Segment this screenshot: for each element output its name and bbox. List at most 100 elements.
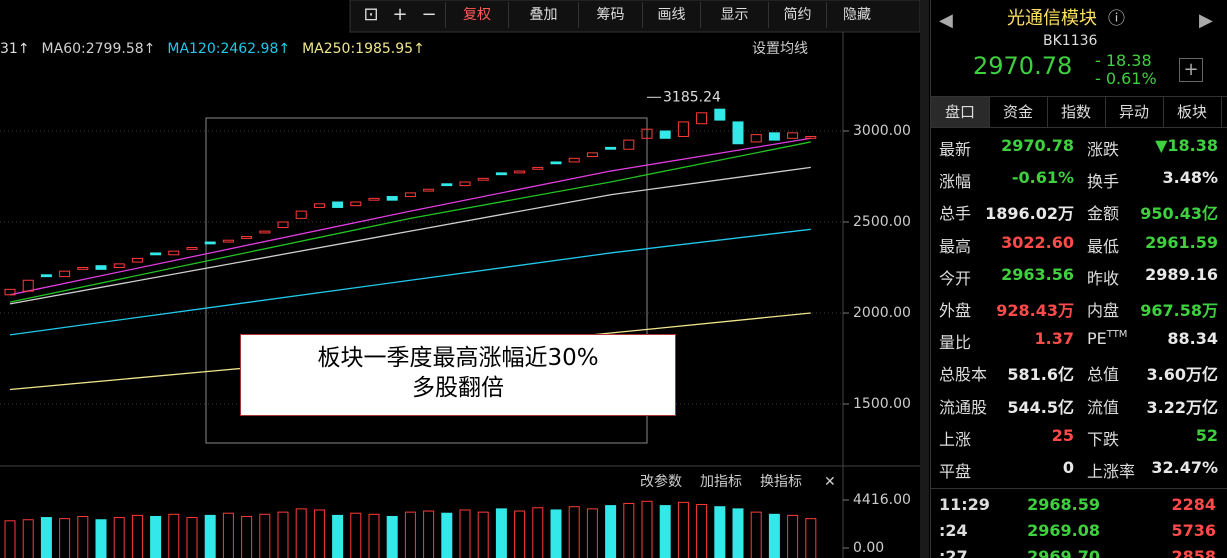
candle	[550, 161, 562, 165]
row-label: 平盘	[939, 462, 972, 481]
ma-line	[9, 166, 811, 305]
indicator-button: 改参数	[640, 473, 682, 490]
tab[interactable]: 指数	[1047, 97, 1106, 127]
annotation-box: 板块一季度最高涨幅近30% 多股翻倍	[240, 334, 676, 416]
volume-bar	[495, 508, 507, 558]
ma-line	[9, 228, 811, 336]
tool-icon[interactable]: ⊡	[363, 4, 379, 25]
toolbar-button[interactable]: 筹码	[578, 2, 642, 28]
row-label: 总手	[939, 204, 972, 224]
peak-label: 3185.24	[663, 89, 721, 105]
legend-entry: MA60:2799.58↑	[42, 41, 156, 57]
volume-bar	[350, 512, 362, 558]
row-value: 2989.16	[1145, 264, 1218, 284]
row-label: 内盘	[1087, 301, 1120, 320]
row-label: 上涨	[939, 429, 972, 449]
candle	[641, 128, 653, 139]
candle	[59, 270, 71, 278]
toolbar-button[interactable]: 复权	[445, 2, 508, 28]
candle	[241, 236, 253, 239]
quote-table: 最新 2970.78 涨跌 ▼18.38 涨幅 -0.61% 换手 3.48% 总手 1896.0…	[931, 130, 1227, 485]
candle	[696, 112, 708, 125]
row-label: 换手	[1087, 172, 1120, 192]
row-value: 3.48%	[1162, 168, 1218, 188]
row-label: 涨跌	[1087, 140, 1120, 159]
indicator-button: 加指标	[700, 474, 742, 490]
tool-icon[interactable]: −	[421, 4, 437, 25]
tick-volume: 2284	[1171, 495, 1216, 514]
row-value: 0	[1062, 458, 1074, 477]
volume-bar	[168, 513, 180, 558]
price: 2970.78	[973, 52, 1073, 80]
toolbar-button[interactable]: 画线	[642, 2, 700, 28]
row-value: 928.43万	[996, 301, 1074, 320]
volume-bar	[368, 513, 380, 558]
add-button[interactable]: +	[1179, 58, 1203, 82]
row-value: 1896.02万	[985, 204, 1074, 224]
candle	[222, 239, 234, 243]
row-label: 金额	[1087, 204, 1120, 224]
tab[interactable]: 盘口	[931, 97, 990, 127]
volume-bar	[477, 511, 489, 558]
volume-bar	[514, 510, 526, 558]
row-value: 3.60万亿	[1146, 365, 1218, 385]
prev-arrow[interactable]: ◀	[939, 10, 953, 31]
volume-bar	[313, 509, 325, 558]
candle	[514, 170, 526, 174]
candle	[787, 132, 799, 139]
row-label: 最低	[1087, 236, 1120, 256]
candle	[77, 267, 89, 270]
volume-bar	[277, 511, 289, 558]
candle	[768, 132, 780, 141]
row-label: 今开	[939, 268, 972, 288]
toolbar-button[interactable]: 隐藏	[826, 2, 887, 28]
row-label: 外盘	[939, 301, 972, 320]
volume-bar	[259, 513, 271, 558]
tab[interactable]: 板块	[1163, 97, 1222, 127]
candle	[659, 130, 671, 139]
candle	[113, 263, 125, 269]
tool-icon[interactable]: +	[392, 4, 408, 25]
candle	[4, 288, 16, 296]
volume-bar	[696, 504, 708, 558]
volume-bar	[204, 514, 216, 558]
candle	[805, 135, 817, 139]
info-icon[interactable]: ⓘ	[1108, 9, 1125, 29]
tab[interactable]: 异动	[1105, 97, 1164, 127]
toolbar-button[interactable]: 显示	[700, 2, 768, 28]
y-tick-label: 4416.00	[853, 492, 911, 508]
row-value: 88.34	[1167, 329, 1218, 349]
chart: 3000.00 2500.00 2000.00 1500.00 31↑ MA60:2799…	[0, 0, 921, 558]
volume-bar	[787, 514, 799, 558]
volume-bar	[659, 505, 671, 558]
tick-volume: 5736	[1171, 521, 1216, 540]
row-value: 967.58万	[1140, 301, 1218, 320]
volume-bar	[423, 510, 435, 558]
panel-title: 光通信模块	[1007, 8, 1097, 29]
row-label: 流通股	[939, 397, 988, 417]
scrollbar[interactable]	[920, 0, 929, 558]
annotation-line: 板块一季度最高涨幅近30%	[317, 345, 599, 371]
candle	[677, 121, 689, 137]
quote-panel: ◀ 光通信模块 ⓘ ▶ BK1136 2970.78 - 18.38 - 0.6…	[930, 0, 1227, 558]
y-tick-label: 3000.00	[853, 123, 911, 139]
next-arrow[interactable]: ▶	[1199, 10, 1213, 31]
candle	[441, 183, 453, 187]
tab[interactable]: 资金	[989, 97, 1048, 127]
row-label: 量比	[939, 333, 972, 353]
toolbar-button[interactable]: 简约	[768, 2, 826, 28]
tick-price: 2969.08	[1027, 521, 1100, 540]
settings-label: 设置均线	[752, 41, 808, 57]
volume-bar	[95, 519, 107, 558]
row-label: PETTM	[1087, 329, 1128, 349]
row-value: -0.61%	[1011, 168, 1074, 188]
row-value: ▼18.38	[1155, 136, 1218, 155]
row-value: 2963.56	[1001, 264, 1074, 284]
y-tick-label: 2000.00	[853, 305, 911, 321]
indicator-button: 换指标	[760, 473, 802, 490]
candle	[295, 210, 307, 219]
volume-bar	[186, 517, 198, 558]
candle	[423, 188, 435, 192]
toolbar-button[interactable]: 叠加	[508, 2, 578, 28]
